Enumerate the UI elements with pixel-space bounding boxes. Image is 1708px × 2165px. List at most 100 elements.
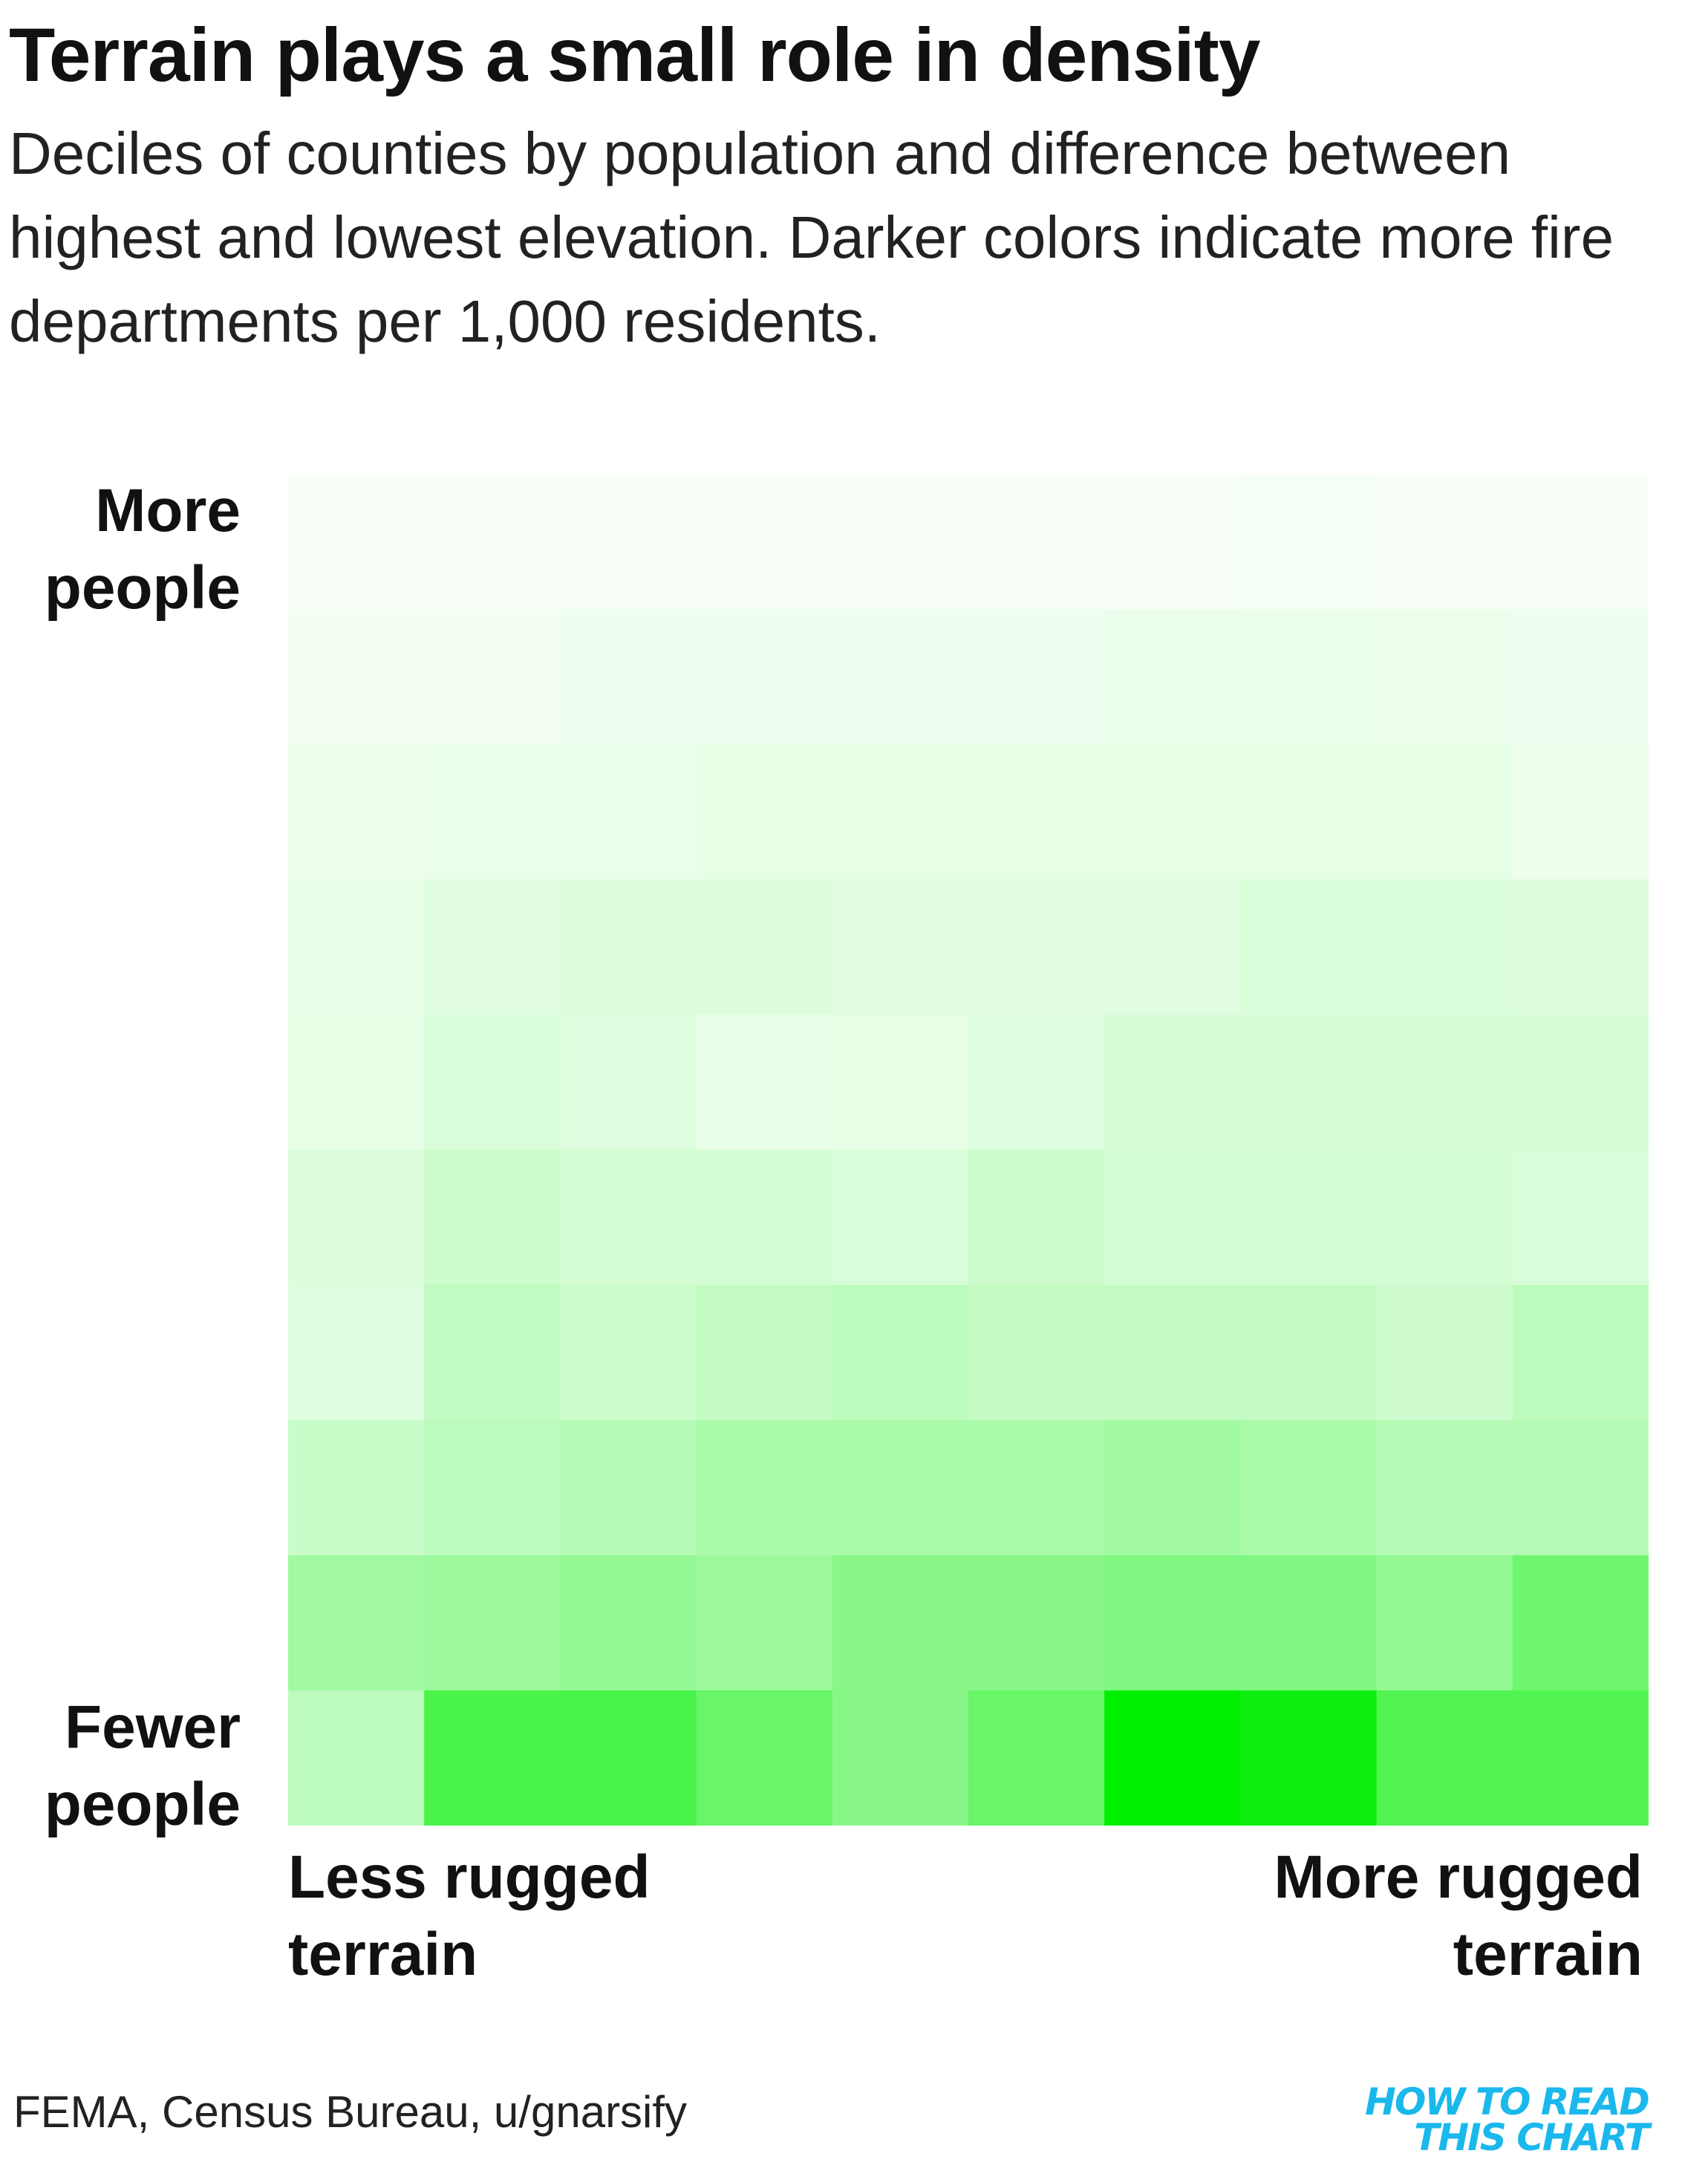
- heatmap-cell-r2-c5: [968, 744, 1105, 880]
- heatmap-cell-r9-c5: [968, 1690, 1105, 1826]
- heatmap-cell-r2-c7: [1240, 744, 1378, 880]
- heatmap-cell-r4-c7: [1240, 1015, 1378, 1150]
- heatmap-cell-r4-c0: [288, 1015, 425, 1150]
- logo-line-1: HOW TO READ: [1365, 2080, 1650, 2123]
- heatmap-cell-r3-c7: [1240, 879, 1378, 1015]
- heatmap-cell-r7-c7: [1240, 1420, 1378, 1556]
- heatmap-cell-r5-c9: [1512, 1150, 1649, 1286]
- heatmap-cell-r2-c4: [832, 744, 969, 880]
- heatmap-cell-r6-c7: [1240, 1285, 1378, 1421]
- heatmap-cell-r0-c2: [560, 474, 697, 610]
- y-axis-label-top: More people: [44, 477, 241, 622]
- heatmap-cell-r9-c1: [424, 1690, 561, 1826]
- heatmap-cell-r5-c6: [1104, 1150, 1241, 1286]
- heatmap-cell-r5-c5: [968, 1150, 1105, 1286]
- heatmap-cell-r1-c2: [560, 609, 697, 745]
- heatmap-cell-r2-c9: [1512, 744, 1649, 880]
- heatmap-cell-r2-c6: [1104, 744, 1241, 880]
- heatmap-cell-r1-c9: [1512, 609, 1649, 745]
- heatmap-cell-r8-c7: [1240, 1555, 1378, 1691]
- heatmap-cell-r4-c5: [968, 1015, 1105, 1150]
- heatmap-cell-r9-c8: [1376, 1690, 1513, 1826]
- heatmap-cell-r6-c9: [1512, 1285, 1649, 1421]
- heatmap-cell-r6-c0: [288, 1285, 425, 1421]
- heatmap-cell-r2-c2: [560, 744, 697, 880]
- heatmap-cell-r1-c7: [1240, 609, 1378, 745]
- heatmap-cell-r0-c1: [424, 474, 561, 610]
- heatmap-cell-r7-c3: [696, 1420, 833, 1556]
- heatmap-cell-r3-c6: [1104, 879, 1241, 1015]
- heatmap-cell-r0-c4: [832, 474, 969, 610]
- heatmap-cell-r7-c8: [1376, 1420, 1513, 1556]
- heatmap-cell-r8-c6: [1104, 1555, 1241, 1691]
- heatmap-cell-r7-c4: [832, 1420, 969, 1556]
- chart-title: Terrain plays a small role in density: [9, 13, 1260, 97]
- x-axis-label-left: Less rugged terrain: [288, 1843, 651, 1988]
- heatmap-cell-r4-c2: [560, 1015, 697, 1150]
- heatmap-cell-r5-c4: [832, 1150, 969, 1286]
- heatmap-cell-r3-c5: [968, 879, 1105, 1015]
- heatmap-cell-r3-c0: [288, 879, 425, 1015]
- source-note: FEMA, Census Bureau, u/gnarsify: [13, 2087, 688, 2137]
- heatmap-cell-r5-c1: [424, 1150, 561, 1286]
- heatmap-cell-r1-c5: [968, 609, 1105, 745]
- heatmap-cell-r0-c9: [1512, 474, 1649, 610]
- heatmap-cell-r6-c2: [560, 1285, 697, 1421]
- heatmap-cell-r5-c2: [560, 1150, 697, 1286]
- heatmap-cell-r9-c0: [288, 1690, 425, 1826]
- heatmap-cell-r8-c2: [560, 1555, 697, 1691]
- heatmap-cell-r6-c6: [1104, 1285, 1241, 1421]
- publisher-logo[interactable]: HOW TO READ THIS CHART: [1365, 2080, 1650, 2159]
- heatmap: [288, 474, 1649, 1826]
- heatmap-cell-r6-c3: [696, 1285, 833, 1421]
- heatmap-cell-r5-c0: [288, 1150, 425, 1286]
- heatmap-cell-r0-c8: [1376, 474, 1513, 610]
- heatmap-cell-r8-c3: [696, 1555, 833, 1691]
- heatmap-cell-r0-c7: [1240, 474, 1378, 610]
- heatmap-cell-r6-c1: [424, 1285, 561, 1421]
- heatmap-cell-r7-c1: [424, 1420, 561, 1556]
- heatmap-cell-r2-c3: [696, 744, 833, 880]
- x-axis-label-right: More rugged terrain: [1274, 1843, 1643, 1988]
- heatmap-cell-r7-c5: [968, 1420, 1105, 1556]
- heatmap-cell-r9-c3: [696, 1690, 833, 1826]
- heatmap-cell-r4-c6: [1104, 1015, 1241, 1150]
- heatmap-cell-r0-c3: [696, 474, 833, 610]
- heatmap-cell-r1-c3: [696, 609, 833, 745]
- heatmap-cell-r7-c2: [560, 1420, 697, 1556]
- heatmap-cell-r1-c8: [1376, 609, 1513, 745]
- heatmap-cell-r6-c4: [832, 1285, 969, 1421]
- heatmap-cell-r1-c4: [832, 609, 969, 745]
- heatmap-cell-r4-c4: [832, 1015, 969, 1150]
- heatmap-cell-r4-c1: [424, 1015, 561, 1150]
- heatmap-cell-r7-c9: [1512, 1420, 1649, 1556]
- y-axis-label-bottom: Fewer people: [44, 1693, 241, 1838]
- heatmap-cell-r9-c2: [560, 1690, 697, 1826]
- heatmap-cell-r7-c6: [1104, 1420, 1241, 1556]
- heatmap-cell-r4-c8: [1376, 1015, 1513, 1150]
- heatmap-cell-r3-c3: [696, 879, 833, 1015]
- heatmap-cell-r1-c6: [1104, 609, 1241, 745]
- heatmap-cell-r6-c5: [968, 1285, 1105, 1421]
- heatmap-cell-r8-c1: [424, 1555, 561, 1691]
- heatmap-cell-r2-c8: [1376, 744, 1513, 880]
- heatmap-cell-r8-c0: [288, 1555, 425, 1691]
- chart-subtitle: Deciles of counties by population and di…: [9, 120, 1614, 354]
- heatmap-cell-r5-c7: [1240, 1150, 1378, 1286]
- heatmap-cell-r0-c0: [288, 474, 425, 610]
- heatmap-cell-r8-c5: [968, 1555, 1105, 1691]
- heatmap-cell-r3-c9: [1512, 879, 1649, 1015]
- heatmap-cell-r7-c0: [288, 1420, 425, 1556]
- heatmap-cell-r8-c9: [1512, 1555, 1649, 1691]
- heatmap-cell-r5-c8: [1376, 1150, 1513, 1286]
- heatmap-cell-r3-c2: [560, 879, 697, 1015]
- logo-line-2: THIS CHART: [1414, 2116, 1650, 2159]
- heatmap-cell-r4-c9: [1512, 1015, 1649, 1150]
- heatmap-cell-r1-c1: [424, 609, 561, 745]
- heatmap-cell-r5-c3: [696, 1150, 833, 1286]
- heatmap-cell-r9-c6: [1104, 1690, 1241, 1826]
- heatmap-cell-r6-c8: [1376, 1285, 1513, 1421]
- heatmap-cell-r8-c8: [1376, 1555, 1513, 1691]
- heatmap-cell-r9-c4: [832, 1690, 969, 1826]
- heatmap-cell-r4-c3: [696, 1015, 833, 1150]
